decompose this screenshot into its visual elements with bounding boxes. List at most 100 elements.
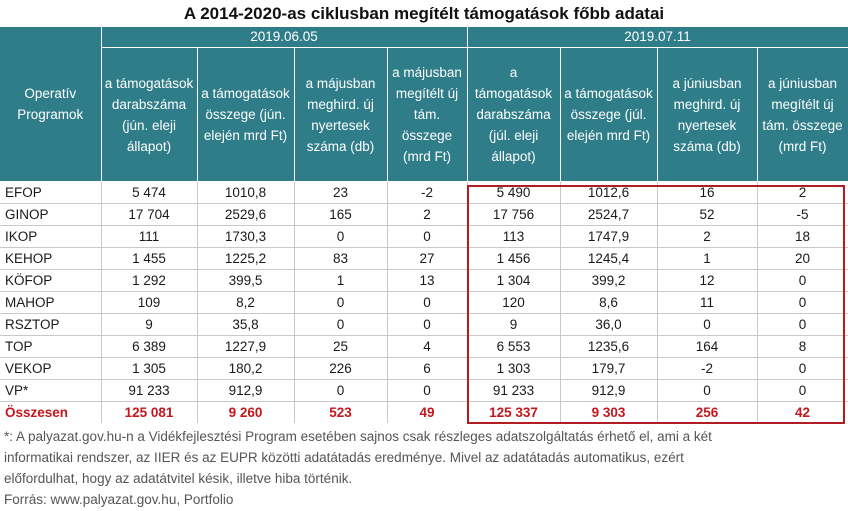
program-name: GINOP bbox=[0, 203, 102, 226]
table-row: IKOP 111 1730,3 0 0 113 1747,9 2 18 bbox=[0, 225, 848, 248]
table-cell: -5 bbox=[757, 203, 848, 226]
table-cell: 17 704 bbox=[101, 203, 198, 226]
total-cell: 256 bbox=[657, 401, 758, 423]
table-cell: 0 bbox=[387, 313, 468, 336]
column-header: a májusban meghird. új nyertesek száma (… bbox=[294, 47, 388, 182]
table-cell: 0 bbox=[294, 291, 388, 314]
table-cell: 1 303 bbox=[467, 357, 561, 380]
program-name: VP* bbox=[0, 379, 102, 402]
table-cell: 1 305 bbox=[101, 357, 198, 380]
table-cell: 2 bbox=[387, 203, 468, 226]
table-cell: 0 bbox=[757, 291, 848, 314]
table-cell: 83 bbox=[294, 247, 388, 270]
table-cell: 0 bbox=[387, 291, 468, 314]
table-cell: 165 bbox=[294, 203, 388, 226]
table-cell: 8 bbox=[757, 335, 848, 358]
table-cell: 36,0 bbox=[560, 313, 658, 336]
column-header: a támogatások darabszáma (jún. eleji áll… bbox=[101, 47, 198, 182]
table-cell: 5 474 bbox=[101, 181, 198, 204]
table-cell: 0 bbox=[657, 379, 758, 402]
table-row: EFOP 5 474 1010,8 23 -2 5 490 1012,6 16 2 bbox=[0, 181, 848, 204]
table-cell: 52 bbox=[657, 203, 758, 226]
table-cell: 912,9 bbox=[197, 379, 295, 402]
table-cell: 179,7 bbox=[560, 357, 658, 380]
program-name: MAHOP bbox=[0, 291, 102, 314]
table-cell: 0 bbox=[657, 313, 758, 336]
table-cell: 1227,9 bbox=[197, 335, 295, 358]
table-cell: 0 bbox=[757, 357, 848, 380]
table-cell: 1 292 bbox=[101, 269, 198, 292]
table-cell: 1225,2 bbox=[197, 247, 295, 270]
table-cell: 13 bbox=[387, 269, 468, 292]
table-cell: 1747,9 bbox=[560, 225, 658, 248]
table-cell: 1235,6 bbox=[560, 335, 658, 358]
table-cell: 6 389 bbox=[101, 335, 198, 358]
table-cell: 0 bbox=[757, 269, 848, 292]
table-cell: 8,6 bbox=[560, 291, 658, 314]
table-cell: 1 bbox=[657, 247, 758, 270]
header-date-july: 2019.07.11 bbox=[467, 27, 848, 48]
header-program: Operatív Programok bbox=[0, 27, 102, 182]
table-cell: 1 456 bbox=[467, 247, 561, 270]
total-cell: 42 bbox=[757, 401, 848, 423]
column-header: a támogatások darabszáma (júl. eleji áll… bbox=[467, 47, 561, 182]
table-cell: 0 bbox=[294, 379, 388, 402]
page-title: A 2014-2020-as ciklusban megítélt támoga… bbox=[183, 4, 665, 23]
table-cell: -2 bbox=[657, 357, 758, 380]
table-cell: 180,2 bbox=[197, 357, 295, 380]
program-name: RSZTOP bbox=[0, 313, 102, 336]
table-row: KEHOP 1 455 1225,2 83 27 1 456 1245,4 1 20 bbox=[0, 247, 848, 270]
total-cell: 9 303 bbox=[560, 401, 658, 423]
table-row: VP* 91 233 912,9 0 0 91 233 912,9 0 0 bbox=[0, 379, 848, 402]
table-cell: -2 bbox=[387, 181, 468, 204]
table-row: TOP 6 389 1227,9 25 4 6 553 1235,6 164 8 bbox=[0, 335, 848, 358]
total-cell: 125 081 bbox=[101, 401, 198, 423]
column-header: a támogatások összege (júl. elején mrd F… bbox=[560, 47, 658, 182]
table-cell: 1245,4 bbox=[560, 247, 658, 270]
table-cell: 1730,3 bbox=[197, 225, 295, 248]
table-cell: 399,2 bbox=[560, 269, 658, 292]
total-label: Összesen bbox=[0, 401, 102, 423]
table-cell: 1 bbox=[294, 269, 388, 292]
column-header: a júniusban meghird. új nyertesek száma … bbox=[657, 47, 758, 182]
table-cell: 6 bbox=[387, 357, 468, 380]
table-cell: 9 bbox=[467, 313, 561, 336]
table-row: MAHOP 109 8,2 0 0 120 8,6 11 0 bbox=[0, 291, 848, 314]
table-cell: 2529,6 bbox=[197, 203, 295, 226]
table-cell: 9 bbox=[101, 313, 198, 336]
table-cell: 0 bbox=[387, 379, 468, 402]
table-cell: 20 bbox=[757, 247, 848, 270]
table-cell: 17 756 bbox=[467, 203, 561, 226]
table-cell: 226 bbox=[294, 357, 388, 380]
footnote-line: *: A palyazat.gov.hu-n a Vidékfejlesztés… bbox=[4, 429, 712, 444]
program-name: EFOP bbox=[0, 181, 102, 204]
table-cell: 399,5 bbox=[197, 269, 295, 292]
column-header: a májusban megítélt új tám. összege (mrd… bbox=[387, 47, 468, 182]
header-date-june: 2019.06.05 bbox=[101, 27, 468, 48]
table-cell: 23 bbox=[294, 181, 388, 204]
table-row: GINOP 17 704 2529,6 165 2 17 756 2524,7 52 -5 bbox=[0, 203, 848, 226]
table-cell: 2524,7 bbox=[560, 203, 658, 226]
table-cell: 2 bbox=[657, 225, 758, 248]
total-cell: 49 bbox=[387, 401, 468, 423]
table-cell: 1 455 bbox=[101, 247, 198, 270]
table-row: RSZTOP 9 35,8 0 0 9 36,0 0 0 bbox=[0, 313, 848, 336]
table-cell: 27 bbox=[387, 247, 468, 270]
table-cell: 8,2 bbox=[197, 291, 295, 314]
table-row: KÖFOP 1 292 399,5 1 13 1 304 399,2 12 0 bbox=[0, 269, 848, 292]
source-line: Forrás: www.palyazat.gov.hu, Portfolio bbox=[4, 492, 234, 507]
footnote-line: előfordulhat, hogy az adatátvitel késik,… bbox=[4, 471, 353, 486]
table-cell: 1010,8 bbox=[197, 181, 295, 204]
program-name: VEKOP bbox=[0, 357, 102, 380]
table-row: VEKOP 1 305 180,2 226 6 1 303 179,7 -2 0 bbox=[0, 357, 848, 380]
total-row: Összesen 125 081 9 260 523 49 125 337 9 303 256… bbox=[0, 401, 848, 423]
program-name: IKOP bbox=[0, 225, 102, 248]
table-cell: 0 bbox=[757, 313, 848, 336]
column-header: a júniusban megítélt új tám. összege (mr… bbox=[757, 47, 848, 182]
table-cell: 113 bbox=[467, 225, 561, 248]
table-cell: 0 bbox=[294, 313, 388, 336]
column-header: a támogatások összege (jún. elején mrd F… bbox=[197, 47, 295, 182]
table-cell: 120 bbox=[467, 291, 561, 314]
table-cell: 2 bbox=[757, 181, 848, 204]
program-name: TOP bbox=[0, 335, 102, 358]
